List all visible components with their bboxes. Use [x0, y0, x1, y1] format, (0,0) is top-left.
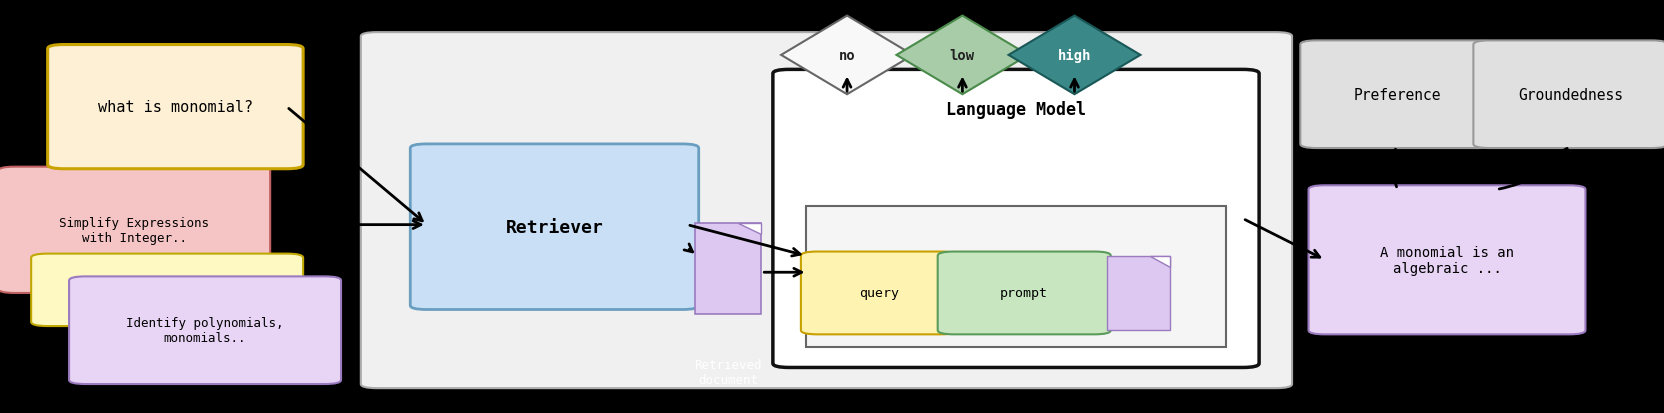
Text: high: high	[1057, 49, 1090, 63]
FancyBboxPatch shape	[937, 252, 1110, 335]
Polygon shape	[1150, 256, 1170, 267]
FancyBboxPatch shape	[32, 254, 303, 326]
Polygon shape	[737, 223, 760, 235]
Polygon shape	[895, 17, 1028, 95]
Text: Preference: Preference	[1353, 88, 1441, 102]
FancyBboxPatch shape	[48, 45, 303, 169]
Text: Divide monomials ..: Divide monomials ..	[97, 284, 238, 297]
Text: low: low	[948, 49, 975, 63]
FancyBboxPatch shape	[805, 206, 1225, 347]
Text: Language Model: Language Model	[945, 100, 1085, 119]
FancyBboxPatch shape	[409, 145, 699, 310]
FancyBboxPatch shape	[0, 167, 270, 293]
FancyBboxPatch shape	[361, 33, 1291, 388]
Text: Retrieved
document: Retrieved document	[694, 358, 762, 386]
Text: Identify polynomials,
monomials..: Identify polynomials, monomials..	[126, 316, 283, 344]
FancyBboxPatch shape	[1107, 256, 1170, 330]
FancyBboxPatch shape	[772, 70, 1258, 368]
FancyBboxPatch shape	[1300, 41, 1494, 149]
Text: Retriever: Retriever	[506, 218, 602, 236]
FancyBboxPatch shape	[1308, 186, 1584, 335]
Text: prompt: prompt	[1000, 287, 1048, 300]
Polygon shape	[780, 17, 912, 95]
FancyBboxPatch shape	[696, 223, 760, 314]
FancyBboxPatch shape	[1473, 41, 1664, 149]
Text: A monomial is an
algebraic ...: A monomial is an algebraic ...	[1379, 245, 1513, 275]
Text: Simplify Expressions
with Integer..: Simplify Expressions with Integer..	[60, 216, 210, 244]
FancyBboxPatch shape	[800, 252, 957, 335]
Text: Groundedness: Groundedness	[1518, 88, 1622, 102]
Text: query: query	[859, 287, 899, 300]
Text: no: no	[839, 49, 855, 63]
Text: what is monomial?: what is monomial?	[98, 100, 253, 115]
Polygon shape	[1008, 17, 1140, 95]
FancyBboxPatch shape	[68, 277, 341, 384]
